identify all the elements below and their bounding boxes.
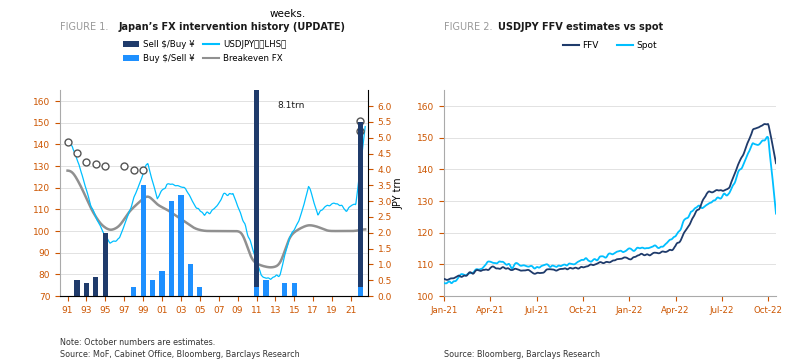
Bar [169,201,174,296]
Bar [198,287,202,296]
Bar [358,287,363,296]
Bar [178,195,183,296]
Bar [254,40,259,296]
Bar [84,283,89,296]
Text: USDJPY FFV estimates vs spot: USDJPY FFV estimates vs spot [498,22,662,32]
Bar [141,185,146,296]
Text: weeks.: weeks. [270,9,306,19]
Text: Note: October numbers are estimates.
Source: MoF, Cabinet Office, Bloomberg, Bar: Note: October numbers are estimates. Sou… [60,338,300,359]
Bar [188,264,193,296]
Bar [292,283,297,296]
Legend: FFV, Spot: FFV, Spot [559,37,661,53]
Text: 8.1trn: 8.1trn [278,101,305,110]
Bar [74,280,80,296]
Text: FIGURE 1.: FIGURE 1. [60,22,111,32]
Legend: Sell $/Buy ¥, Buy $/Sell ¥, USDJPY　（LHS）, Breakeven FX: Sell $/Buy ¥, Buy $/Sell ¥, USDJPY （LHS）… [120,37,290,66]
Bar [94,277,98,296]
Bar [131,287,136,296]
Bar [358,122,363,296]
Bar [282,283,287,296]
Text: FIGURE 2.: FIGURE 2. [444,22,496,32]
Text: Japan’s FX intervention history (UPDATE): Japan’s FX intervention history (UPDATE) [118,22,346,32]
Bar [150,280,155,296]
Bar [263,280,269,296]
Y-axis label: JPY trn: JPY trn [394,177,403,209]
Bar [159,271,165,296]
Bar [254,287,259,296]
Bar [102,233,108,296]
Text: Source: Bloomberg, Barclays Research: Source: Bloomberg, Barclays Research [444,350,600,359]
